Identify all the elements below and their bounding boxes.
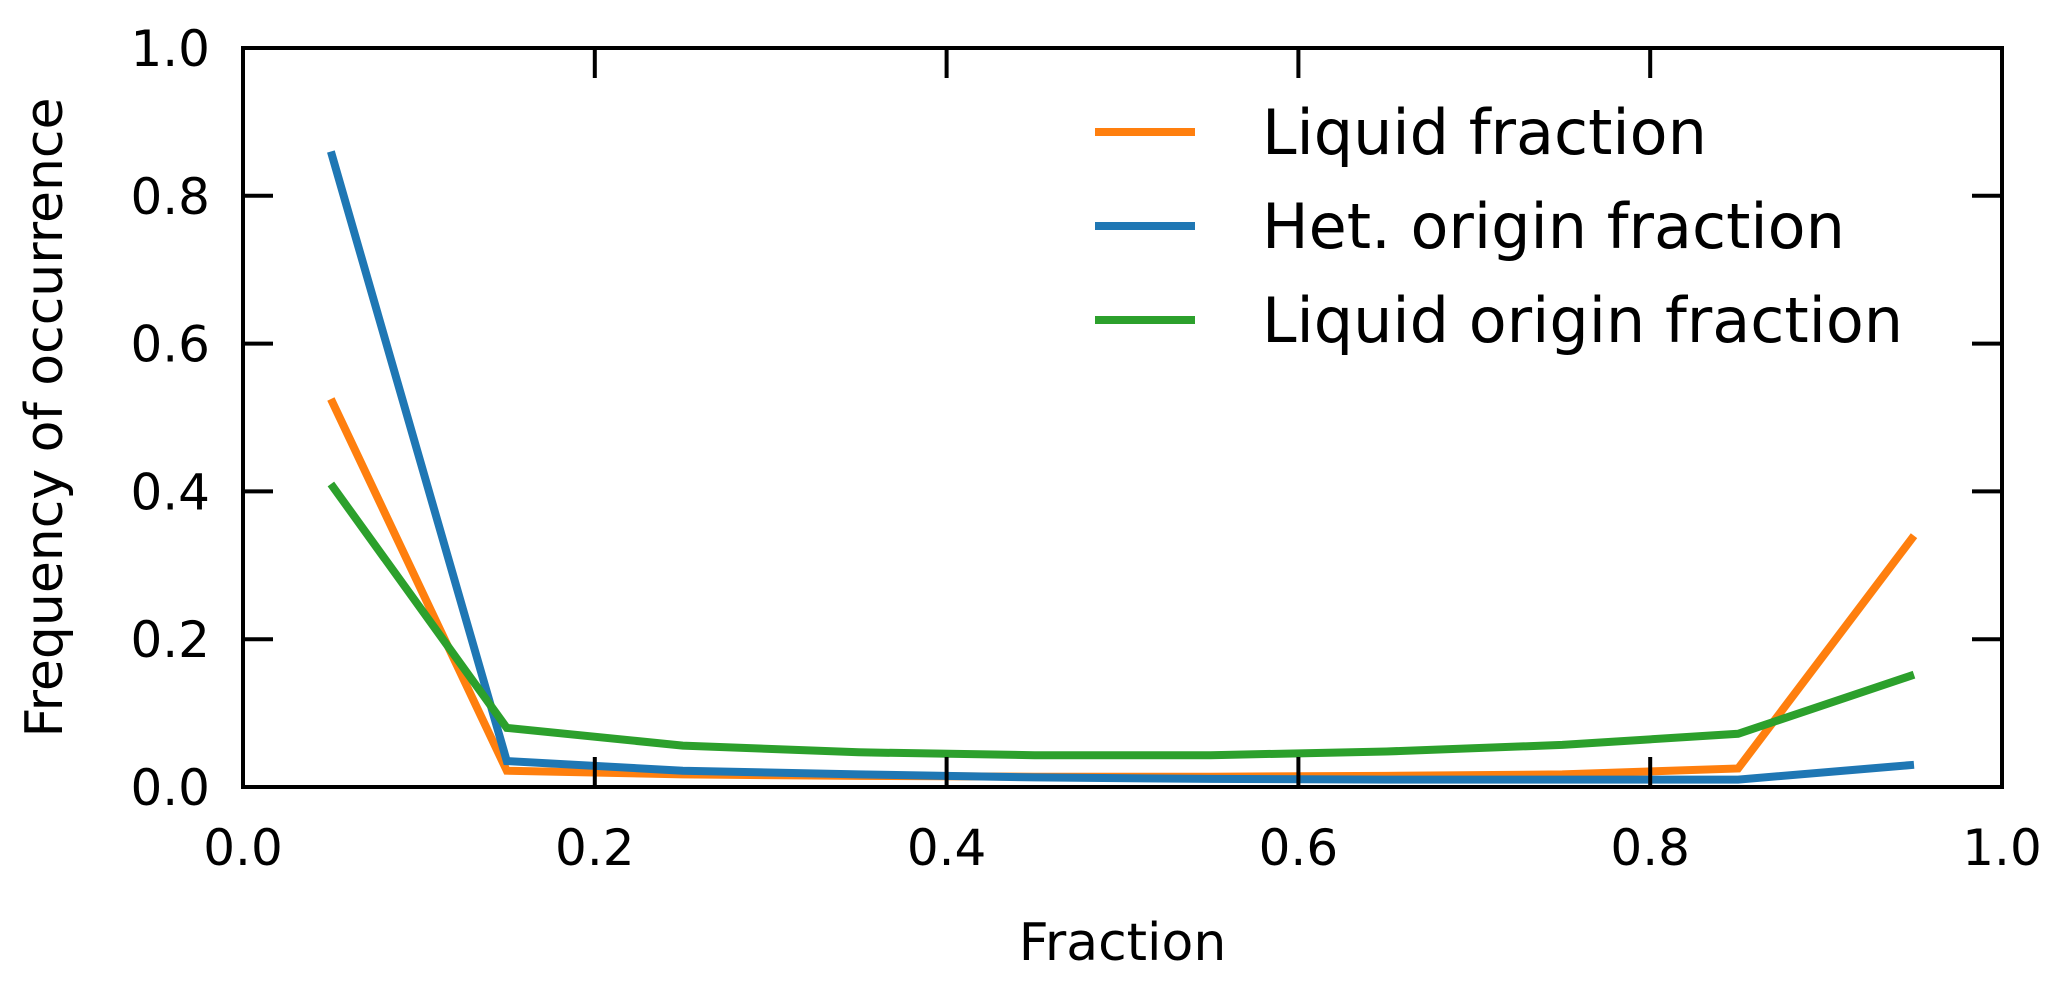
x-tick-label-2: 0.4 <box>907 819 987 877</box>
series-line-3 <box>327 481 1916 760</box>
y-tick-label-5: 1.0 <box>130 20 210 78</box>
x-tick-label-5: 1.0 <box>1962 819 2042 877</box>
y-tick-label-4: 0.8 <box>130 168 210 226</box>
plot-frame <box>241 46 2004 789</box>
y-axis-label: Frequency of occurrence <box>15 98 75 738</box>
y-tick-label-3: 0.6 <box>130 316 210 374</box>
x-axis-label: Fraction <box>1019 913 1227 973</box>
y-tick-label-1: 0.2 <box>130 611 210 669</box>
x-tick-label-4: 0.8 <box>1610 819 1690 877</box>
legend-label-1: Liquid fraction <box>1262 96 1707 169</box>
y-tick-label-2: 0.4 <box>130 463 210 521</box>
plot-background <box>243 48 2002 787</box>
y-tick-label-0: 0.0 <box>130 759 210 817</box>
x-tick-label-1: 0.2 <box>555 819 635 877</box>
legend: Liquid fraction Het. origin fraction Liqui… <box>1095 96 1903 357</box>
x-tick-label-0: 0.0 <box>203 819 283 877</box>
legend-label-2: Het. origin fraction <box>1262 190 1845 263</box>
legend-label-3: Liquid origin fraction <box>1262 284 1903 357</box>
x-tick-label-3: 0.6 <box>1259 819 1339 877</box>
tick-labels: 0.0 0.2 0.4 0.6 0.8 1.0 0.0 0.2 0.4 0.6 0.8 1.0 <box>130 20 2041 877</box>
